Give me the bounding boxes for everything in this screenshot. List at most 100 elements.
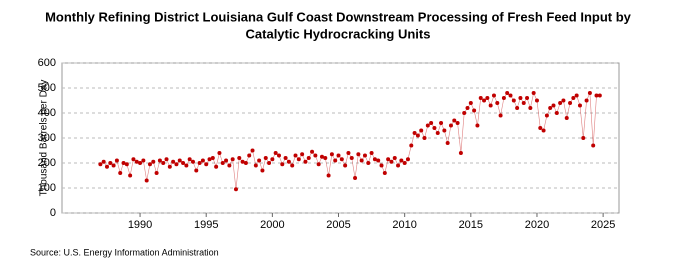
data-point <box>402 161 407 165</box>
data-point <box>174 162 179 167</box>
data-point <box>323 156 328 160</box>
data-point <box>386 157 391 162</box>
data-point <box>429 121 434 125</box>
data-point <box>128 173 133 178</box>
data-point <box>485 96 490 100</box>
x-tick-label: 2015 <box>459 219 483 231</box>
data-point <box>372 157 377 162</box>
data-point <box>141 158 146 163</box>
data-point <box>571 96 576 100</box>
data-point <box>303 159 308 164</box>
data-point <box>313 153 318 158</box>
data-point <box>224 158 229 163</box>
data-point <box>498 113 503 118</box>
data-point <box>118 171 123 175</box>
data-point <box>293 153 298 158</box>
data-point <box>409 143 414 148</box>
data-point <box>581 136 586 140</box>
data-point <box>425 123 430 128</box>
data-point <box>250 148 255 153</box>
data-point <box>405 157 410 162</box>
data-point <box>465 106 470 110</box>
data-point <box>108 161 113 165</box>
data-point <box>495 101 500 105</box>
data-point <box>177 158 182 163</box>
data-point <box>333 158 338 163</box>
chart-subtitle: Catalytic Hydrocracking Units <box>246 26 431 41</box>
data-point <box>243 161 248 165</box>
data-point <box>548 106 553 110</box>
data-point <box>349 156 354 160</box>
data-point <box>310 149 315 154</box>
data-point <box>329 152 334 157</box>
x-tick-label: 2005 <box>326 219 350 231</box>
data-point <box>544 113 549 118</box>
data-point <box>574 93 579 98</box>
data-point <box>138 161 143 165</box>
data-point <box>230 157 235 162</box>
data-point <box>164 157 169 162</box>
data-point <box>511 98 516 103</box>
data-point <box>525 96 530 100</box>
chart-title: Monthly Refining District Louisiana Gulf… <box>45 9 632 24</box>
data-point <box>472 108 477 113</box>
y-tick-label: 600 <box>38 57 56 69</box>
data-point <box>286 159 291 164</box>
data-point <box>144 178 149 183</box>
data-point <box>482 98 487 103</box>
series-line <box>100 92 600 190</box>
data-point <box>422 136 427 140</box>
data-point <box>237 156 242 160</box>
data-point <box>468 101 473 105</box>
data-point <box>359 158 364 163</box>
data-point <box>558 101 563 105</box>
data-point <box>167 164 172 169</box>
y-tick-label: 300 <box>38 132 56 144</box>
data-point <box>316 162 321 167</box>
data-point <box>204 162 209 167</box>
data-point <box>233 187 238 192</box>
x-tick-label: 1990 <box>128 219 152 231</box>
data-point <box>554 111 559 115</box>
data-point <box>362 153 367 158</box>
data-point <box>432 126 437 130</box>
data-point <box>488 103 493 108</box>
x-tick-label: 2020 <box>525 219 549 231</box>
data-point <box>379 163 384 168</box>
data-point <box>518 96 523 100</box>
source-note: Source: U.S. Energy Information Administ… <box>30 247 219 257</box>
data-point <box>458 151 463 155</box>
data-point <box>161 161 166 165</box>
data-point <box>508 93 513 98</box>
data-point <box>200 158 205 163</box>
data-point <box>184 163 189 168</box>
data-point <box>263 156 268 160</box>
data-point <box>343 163 348 168</box>
data-point <box>197 161 202 165</box>
data-point <box>521 101 526 105</box>
data-point <box>505 91 510 95</box>
data-point <box>445 141 450 145</box>
data-point <box>399 158 404 163</box>
data-point <box>260 168 265 173</box>
data-point <box>455 121 460 125</box>
data-point <box>319 154 324 159</box>
data-point <box>577 103 582 108</box>
data-point <box>336 153 341 158</box>
data-point <box>101 159 106 164</box>
data-point <box>280 162 285 167</box>
data-point <box>124 162 129 167</box>
y-tick-label: 400 <box>38 107 56 119</box>
data-point <box>412 131 417 135</box>
data-point <box>257 158 262 163</box>
data-point <box>217 151 222 155</box>
x-tick-label: 2000 <box>260 219 284 231</box>
data-point <box>531 91 536 95</box>
data-point <box>240 159 245 164</box>
data-point <box>415 133 420 138</box>
data-point <box>207 157 212 162</box>
data-point <box>147 162 152 167</box>
y-tick-label: 100 <box>38 182 56 194</box>
x-tick-label: 2010 <box>392 219 416 231</box>
